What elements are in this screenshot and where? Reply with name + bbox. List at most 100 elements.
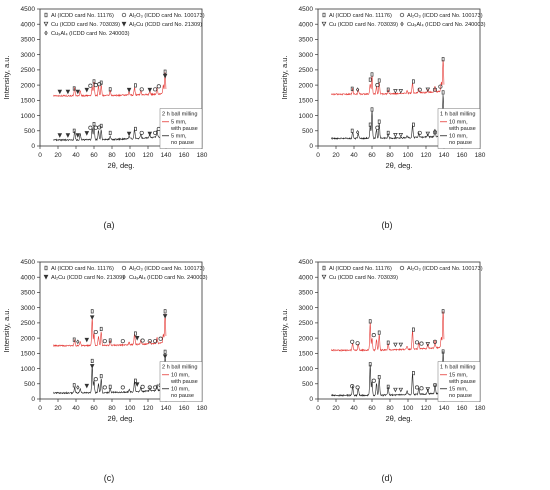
- chart-panel-a: 0 20 40 60 80 100 120 140 160 180 0 500 1000 1500 2000…: [2, 6, 208, 230]
- phase-marker: [441, 90, 445, 95]
- phase-legend-label: Al₂Cu (ICDD card No. 21309): [129, 22, 202, 28]
- legend-marker-square: [44, 265, 48, 271]
- y-tick-label: 1000: [21, 366, 36, 373]
- phase-marker: [419, 341, 424, 346]
- plot-frame: [317, 261, 481, 400]
- y-tick-label: 4500: [299, 259, 314, 266]
- y-axis-title: Intensity, a.u.: [2, 308, 11, 352]
- phase-marker: [102, 339, 107, 344]
- phase-marker: [355, 341, 360, 346]
- phase-marker: [393, 342, 398, 348]
- y-tick-label: 1500: [21, 351, 36, 358]
- phase-marker: [99, 80, 103, 85]
- y-tick-label: 4500: [299, 6, 314, 13]
- series-legend-label: with pause: [170, 126, 198, 132]
- phase-marker: [99, 326, 103, 332]
- phase-legend-label: Al₂O₃ (ICDD card No. 100173): [407, 266, 483, 272]
- legend-marker-tri_down_filled: [43, 274, 49, 280]
- phase-marker: [65, 89, 71, 95]
- y-tick-label: 3500: [21, 37, 36, 44]
- phase-marker: [75, 89, 81, 95]
- legend-marker-square: [322, 265, 326, 271]
- y-tick-label: 1000: [299, 113, 314, 120]
- x-tick-label: 20: [54, 405, 62, 412]
- series-line-0: [331, 60, 445, 96]
- phase-marker: [375, 125, 380, 130]
- phase-marker: [134, 336, 140, 341]
- phase-marker: [126, 131, 132, 137]
- phase-legend-label: Cu₉Al₄ (ICDD card No. 240003): [129, 275, 208, 281]
- y-tick-label: 4000: [299, 274, 314, 281]
- plot-frame: [39, 261, 203, 400]
- phase-marker: [350, 86, 354, 91]
- phase-marker: [370, 72, 374, 77]
- phase-marker: [162, 314, 168, 319]
- legend-marker-circle: [399, 265, 405, 271]
- phase-marker: [393, 132, 398, 138]
- phase-marker: [134, 382, 140, 387]
- x-tick-label: 120: [143, 152, 154, 159]
- y-tick-label: 4000: [299, 21, 314, 28]
- series-legend-label: 15 mm,: [449, 387, 468, 393]
- series-line-0: [53, 72, 167, 98]
- phase-marker: [134, 126, 137, 132]
- x-tick-label: 140: [161, 152, 172, 159]
- y-tick-label: 2000: [21, 82, 36, 89]
- series-legend-title: 2 h ball milling: [162, 112, 197, 118]
- phase-marker: [89, 364, 95, 369]
- x-tick-label: 180: [197, 405, 208, 412]
- phase-marker: [57, 89, 63, 95]
- x-tick-label: 160: [179, 405, 190, 412]
- legend-marker-circle: [121, 12, 127, 18]
- legend-marker-tri_down_open: [43, 21, 49, 27]
- panel-label: (b): [382, 220, 393, 230]
- phase-marker: [126, 87, 132, 93]
- phase-legend-label: Al₂O₃ (ICDD card No. 100173): [407, 13, 483, 19]
- x-tick-label: 180: [475, 405, 486, 412]
- phase-marker: [84, 131, 90, 136]
- series-legend-label: 10 mm,: [171, 373, 190, 379]
- series-line-0: [331, 311, 445, 353]
- phase-marker: [163, 349, 167, 354]
- x-tick-label: 20: [54, 152, 62, 159]
- series-legend-label: no pause: [449, 140, 472, 146]
- x-tick-label: 140: [439, 405, 450, 412]
- series-line-1: [53, 112, 167, 142]
- series-legend-label: 5 mm,: [171, 134, 187, 140]
- phase-marker: [393, 387, 398, 393]
- y-tick-label: 1000: [299, 366, 314, 373]
- phase-marker: [414, 385, 420, 390]
- x-tick-label: 80: [108, 152, 116, 159]
- phase-marker: [425, 342, 431, 347]
- phase-legend-label: Al (ICDD card No. 11176): [329, 266, 392, 272]
- x-tick-label: 0: [38, 152, 42, 159]
- y-tick-label: 4500: [21, 6, 36, 13]
- phase-marker: [102, 385, 107, 390]
- phase-marker: [147, 87, 153, 93]
- series-legend-label: 5 mm,: [171, 120, 187, 126]
- y-tick-label: 4000: [21, 21, 36, 28]
- phase-marker: [72, 337, 76, 342]
- x-tick-label: 120: [421, 152, 432, 159]
- series-legend-title: 1 h ball milling: [440, 112, 475, 118]
- x-tick-label: 80: [386, 152, 394, 159]
- series-legend-label: 10 mm,: [449, 134, 468, 140]
- y-tick-label: 0: [31, 143, 35, 150]
- phase-marker: [368, 122, 372, 127]
- x-tick-label: 80: [108, 405, 116, 412]
- phase-marker: [432, 339, 438, 344]
- y-tick-label: 3000: [299, 305, 314, 312]
- x-tick-label: 100: [403, 152, 414, 159]
- phase-marker: [72, 86, 76, 91]
- phase-marker: [147, 339, 152, 344]
- x-tick-label: 180: [197, 152, 208, 159]
- phase-marker: [134, 83, 137, 88]
- panel-label: (c): [104, 473, 115, 483]
- x-tick-label: 40: [350, 405, 358, 412]
- x-tick-label: 40: [72, 405, 80, 412]
- phase-marker: [99, 374, 103, 379]
- phase-marker: [432, 130, 438, 135]
- legend-marker-diamond: [400, 21, 404, 27]
- y-tick-label: 500: [24, 381, 35, 388]
- x-tick-label: 120: [143, 405, 154, 412]
